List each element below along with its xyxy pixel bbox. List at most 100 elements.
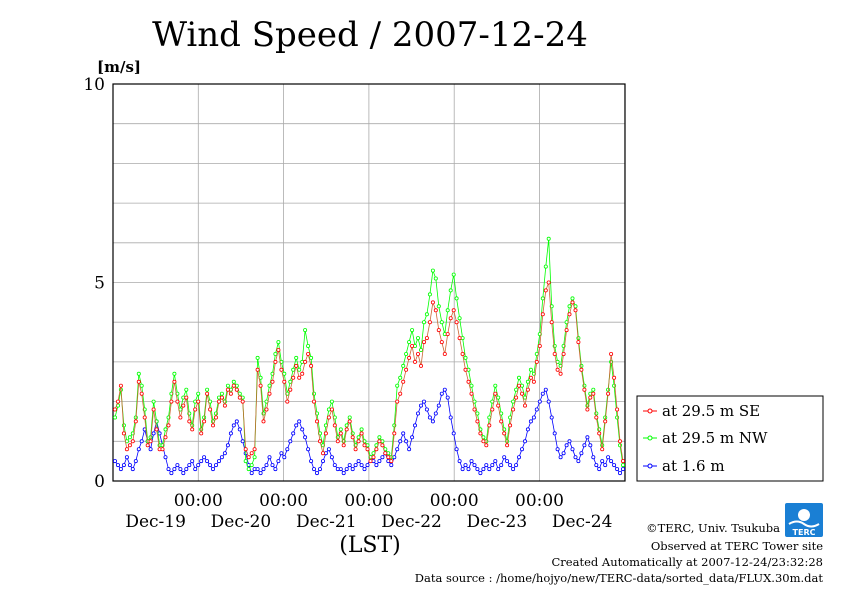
data-point (398, 375, 403, 380)
data-point (528, 375, 533, 380)
series-line-1 (114, 238, 624, 470)
data-point (323, 431, 328, 436)
data-point (454, 296, 459, 301)
data-point (490, 463, 495, 468)
data-point (347, 463, 352, 468)
data-point (113, 415, 118, 420)
data-point (418, 403, 423, 408)
data-point (451, 308, 456, 313)
data-point (282, 371, 287, 376)
data-point (499, 463, 504, 468)
data-point (205, 387, 210, 392)
data-point (133, 419, 138, 424)
data-point (418, 363, 423, 368)
data-point (184, 467, 189, 472)
data-point (484, 443, 489, 448)
data-point (546, 236, 551, 241)
x-date-label: Dec-24 (552, 512, 613, 532)
data-point (208, 463, 213, 468)
data-point (457, 316, 462, 321)
data-point (151, 399, 156, 404)
data-point (210, 423, 215, 428)
data-point (499, 419, 504, 424)
credits: ©TERC, Univ. Tsukuba Observed at TERC To… (415, 521, 824, 585)
data-point (279, 367, 284, 372)
data-point (335, 439, 340, 444)
data-point (570, 447, 575, 452)
data-point (249, 471, 254, 476)
data-point (219, 395, 224, 400)
data-point (371, 455, 376, 460)
data-point (618, 439, 623, 444)
data-point (300, 371, 305, 376)
data-point (190, 427, 195, 432)
data-point (582, 443, 587, 448)
data-point (261, 419, 266, 424)
data-point (493, 383, 498, 388)
data-point (127, 443, 132, 448)
data-point (621, 463, 626, 468)
data-point (374, 447, 379, 452)
data-point (121, 463, 126, 468)
data-point (588, 443, 593, 448)
data-point (294, 363, 299, 368)
data-point (228, 391, 233, 396)
data-point (603, 463, 608, 468)
data-point (282, 455, 287, 460)
data-point (121, 431, 126, 436)
data-point (466, 467, 471, 472)
data-point (410, 328, 415, 333)
data-point (332, 423, 337, 428)
data-point (546, 280, 551, 285)
data-point (240, 439, 245, 444)
data-point (163, 455, 168, 460)
data-point (213, 415, 218, 420)
data-point (178, 415, 183, 420)
data-point (252, 447, 257, 452)
data-point (359, 427, 364, 432)
y-tick-label: 0 (94, 472, 105, 492)
data-point (609, 459, 614, 464)
data-point (326, 447, 331, 452)
x-time-label: 00:00 (174, 491, 223, 511)
data-point (564, 443, 569, 448)
data-point (421, 320, 426, 325)
data-point (163, 435, 168, 440)
data-point (401, 431, 406, 436)
data-point (166, 467, 171, 472)
data-point (222, 403, 227, 408)
data-point (267, 455, 272, 460)
data-point (199, 431, 204, 436)
data-point (213, 463, 218, 468)
data-point (398, 439, 403, 444)
data-point (567, 312, 572, 317)
data-point (377, 439, 382, 444)
data-point (392, 431, 397, 436)
y-tick-labels: 0 5 10 (83, 75, 105, 492)
data-point (172, 467, 177, 472)
data-point (404, 351, 409, 356)
data-point (430, 419, 435, 424)
data-point (133, 459, 138, 464)
data-point (303, 435, 308, 440)
data-point (184, 395, 189, 400)
data-point (124, 447, 129, 452)
data-point (472, 463, 477, 468)
data-point (496, 467, 501, 472)
data-point (205, 391, 210, 396)
y-tick-label: 10 (83, 75, 105, 95)
data-point (490, 407, 495, 412)
data-point (615, 407, 620, 412)
series-group (113, 236, 626, 476)
data-point (424, 407, 429, 412)
data-point (594, 463, 599, 468)
data-point (368, 459, 373, 464)
data-point (148, 447, 153, 452)
data-point (424, 312, 429, 317)
y-tick-label: 5 (94, 274, 105, 294)
data-point (514, 387, 519, 392)
data-point (439, 320, 444, 325)
data-point (175, 399, 180, 404)
data-point (127, 463, 132, 468)
x-time-labels: 00:00 00:00 00:00 00:00 00:00 (174, 491, 564, 511)
